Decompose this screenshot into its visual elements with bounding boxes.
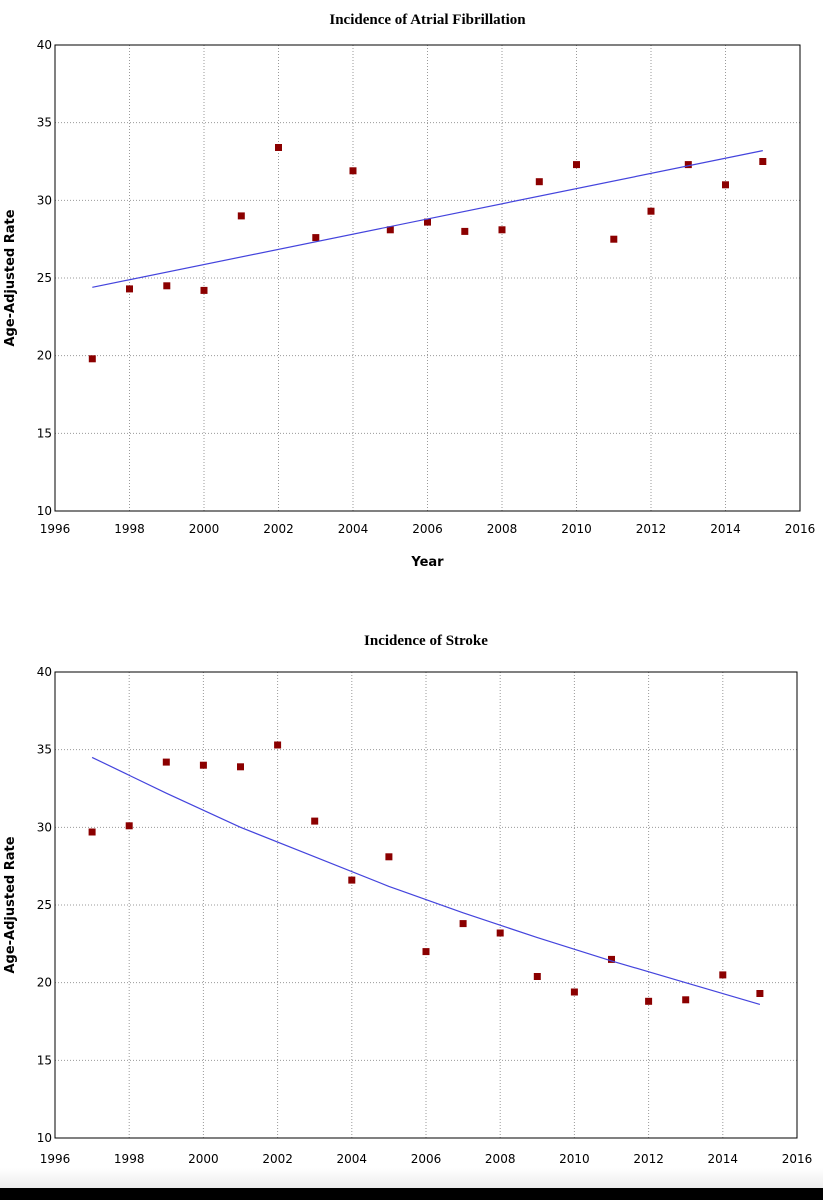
data-point: [722, 181, 729, 189]
y-tick-label: 40: [37, 38, 52, 52]
chart-stroke: 1996 1998 2000 2002 2004 2006 2008 2010 2012 2014…: [3, 633, 813, 1197]
data-point: [608, 955, 615, 963]
data-point: [237, 763, 244, 771]
data-point: [610, 235, 618, 243]
bottom-bar: [0, 1188, 823, 1200]
y-tick-label: 40: [37, 665, 52, 679]
data-point: [162, 758, 170, 766]
data-point: [88, 828, 96, 836]
data-point: [424, 218, 431, 226]
data-point: [647, 207, 655, 215]
y-tick-label: 20: [37, 976, 52, 990]
plot-frame: [54, 671, 798, 1139]
data-point: [533, 973, 541, 980]
data-point: [311, 817, 319, 825]
data-point: [125, 822, 133, 830]
data-point: [88, 355, 96, 363]
x-tick-label: 2000: [189, 522, 220, 536]
data-point: [200, 286, 208, 294]
x-tick-label: 2008: [487, 522, 518, 536]
data-point: [348, 876, 356, 884]
y-tick-label: 30: [37, 193, 52, 207]
x-tick-label: 2002: [263, 522, 294, 536]
x-tick-label: 1996: [40, 1152, 71, 1166]
x-tick-label: 1996: [40, 522, 71, 536]
data-point: [163, 282, 171, 290]
data-point: [759, 158, 767, 165]
y-tick-label: 35: [37, 743, 52, 757]
x-tick-label: 1998: [114, 522, 145, 536]
x-tick-label: 2006: [412, 522, 443, 536]
data-point: [570, 988, 578, 996]
y-tick-label: 20: [37, 349, 52, 363]
x-tick-label: 2016: [782, 1152, 813, 1166]
data-point: [498, 226, 506, 234]
x-tick-label: 2010: [561, 522, 592, 536]
data-point: [349, 167, 357, 175]
bottom-fade: [0, 1168, 823, 1188]
data-point: [199, 761, 207, 769]
x-tick-label: 2010: [559, 1152, 590, 1166]
data-point: [126, 285, 133, 293]
chart-title: Incidence of Atrial Fibrillation: [329, 12, 526, 28]
trend-line: [91, 756, 761, 1005]
data-point: [756, 990, 764, 997]
x-tick-label: 2004: [338, 522, 369, 536]
y-tick-label: 25: [37, 898, 52, 912]
data-point: [312, 234, 320, 242]
data-point: [461, 227, 469, 235]
y-tick-label: 35: [37, 116, 52, 130]
plot-frame: [54, 44, 801, 512]
y-tick-label: 15: [37, 1053, 52, 1067]
x-tick-label: 2012: [633, 1152, 664, 1166]
data-point: [386, 226, 394, 234]
trend-line: [92, 150, 763, 288]
data-point: [573, 161, 580, 169]
data-point: [237, 212, 245, 220]
x-tick-label: 2004: [337, 1152, 368, 1166]
x-tick-label: 2014: [710, 522, 741, 536]
x-tick-label: 2014: [708, 1152, 739, 1166]
y-tick-label: 30: [37, 820, 52, 834]
data-point: [496, 929, 504, 937]
data-point: [684, 161, 692, 169]
chart-atrial-fibrillation: 1996 1998 2000 2002 2004 2006 2008 2010 2012 2014…: [3, 12, 816, 570]
data-point: [535, 178, 543, 186]
data-point: [719, 971, 727, 979]
data-point: [682, 996, 690, 1004]
y-tick-label: 25: [37, 271, 52, 285]
data-point: [459, 920, 467, 928]
x-tick-label: 2006: [411, 1152, 442, 1166]
x-tick-label: 2002: [262, 1152, 293, 1166]
x-tick-label: 2008: [485, 1152, 516, 1166]
y-tick-label: 10: [37, 1131, 52, 1145]
x-tick-label: 2016: [785, 522, 816, 536]
x-tick-label: 2000: [188, 1152, 219, 1166]
data-point: [422, 948, 430, 956]
y-axis-title: Age-Adjusted Rate: [3, 209, 18, 346]
x-tick-label: 2012: [636, 522, 667, 536]
chart-title: Incidence of Stroke: [364, 633, 488, 649]
y-axis-title: Age-Adjusted Rate: [3, 836, 18, 973]
data-point: [275, 144, 282, 151]
y-tick-label: 10: [37, 504, 52, 518]
y-tick-label: 15: [37, 426, 52, 440]
data-point: [274, 741, 282, 749]
x-axis-title: Year: [410, 555, 444, 570]
data-point: [645, 997, 653, 1005]
data-point: [385, 853, 393, 861]
x-tick-label: 1998: [114, 1152, 145, 1166]
